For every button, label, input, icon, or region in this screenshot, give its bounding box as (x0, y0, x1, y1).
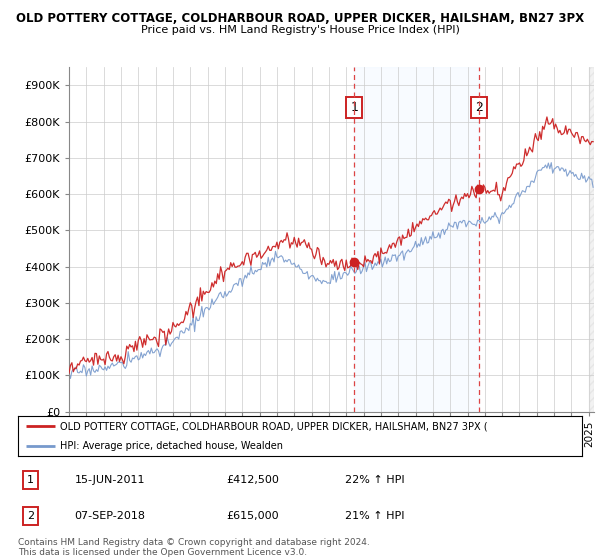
Text: 2: 2 (475, 101, 483, 114)
Text: 1: 1 (27, 475, 34, 486)
Text: 22% ↑ HPI: 22% ↑ HPI (345, 475, 405, 486)
Text: Contains HM Land Registry data © Crown copyright and database right 2024.
This d: Contains HM Land Registry data © Crown c… (18, 538, 370, 557)
Text: £412,500: £412,500 (227, 475, 280, 486)
Text: OLD POTTERY COTTAGE, COLDHARBOUR ROAD, UPPER DICKER, HAILSHAM, BN27 3PX (: OLD POTTERY COTTAGE, COLDHARBOUR ROAD, U… (60, 421, 488, 431)
Text: 07-SEP-2018: 07-SEP-2018 (74, 511, 145, 521)
Bar (589, 67, 594, 412)
Text: Price paid vs. HM Land Registry's House Price Index (HPI): Price paid vs. HM Land Registry's House … (140, 25, 460, 35)
Text: 21% ↑ HPI: 21% ↑ HPI (345, 511, 404, 521)
Text: 1: 1 (350, 101, 358, 114)
Text: 15-JUN-2011: 15-JUN-2011 (74, 475, 145, 486)
Text: £615,000: £615,000 (227, 511, 280, 521)
Text: HPI: Average price, detached house, Wealden: HPI: Average price, detached house, Weal… (60, 441, 283, 451)
Text: OLD POTTERY COTTAGE, COLDHARBOUR ROAD, UPPER DICKER, HAILSHAM, BN27 3PX: OLD POTTERY COTTAGE, COLDHARBOUR ROAD, U… (16, 12, 584, 25)
Bar (354, 67, 479, 412)
Text: 2: 2 (27, 511, 34, 521)
